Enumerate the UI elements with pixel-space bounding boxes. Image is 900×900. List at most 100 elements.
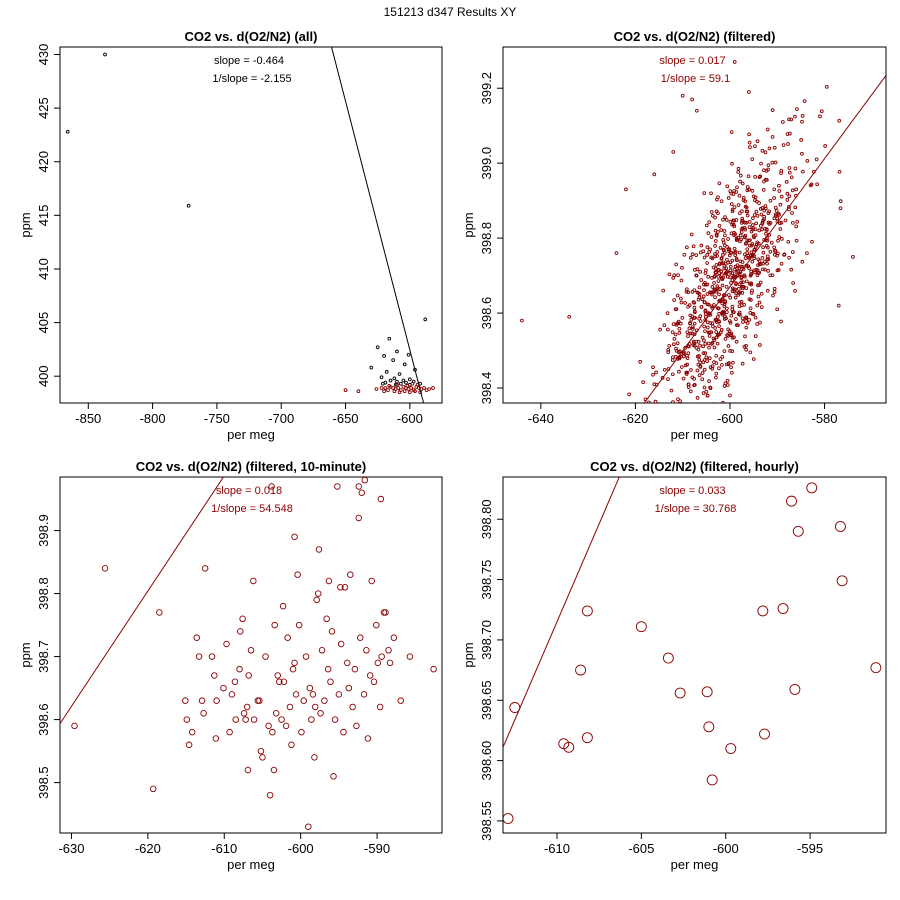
data-point-filtered	[732, 289, 737, 294]
data-point-unfiltered	[387, 336, 392, 341]
data-point-filtered	[753, 144, 757, 149]
data-point-10-minute	[340, 728, 347, 736]
data-point-10-minute	[345, 684, 353, 692]
data-point-filtered	[801, 169, 805, 174]
data-point-filtered	[685, 419, 688, 422]
plot-area	[60, 477, 437, 830]
data-point-filtered	[740, 361, 745, 366]
data-point-filtered	[740, 291, 745, 295]
data-point-10-minute	[188, 728, 196, 736]
data-point-filtered	[734, 339, 739, 344]
data-point-filtered	[749, 272, 754, 276]
data-point-filtered	[383, 386, 388, 390]
data-point-filtered	[755, 213, 760, 218]
data-point-filtered	[729, 202, 734, 206]
data-point-filtered	[713, 244, 717, 248]
data-point-filtered	[695, 290, 700, 295]
data-point-filtered	[709, 210, 714, 214]
data-point-hourly	[757, 605, 769, 617]
figure-suptitle: 151213 d347 Results XY	[384, 5, 517, 19]
data-point-filtered	[673, 354, 678, 359]
data-point-filtered	[710, 213, 715, 218]
data-point-filtered	[837, 169, 842, 174]
data-point-filtered	[685, 356, 690, 360]
data-point-filtered	[737, 304, 742, 309]
data-point-filtered	[392, 389, 397, 394]
data-point-filtered	[744, 279, 749, 284]
data-point-filtered	[696, 297, 701, 302]
data-point-filtered	[662, 323, 667, 328]
data-point-filtered	[750, 311, 755, 316]
data-point-filtered	[661, 288, 666, 293]
x-tick-label: -620	[135, 841, 161, 856]
y-tick-label: 398.9	[36, 514, 51, 547]
data-point-filtered	[712, 281, 716, 285]
data-point-filtered	[741, 280, 745, 285]
data-point-10-minute	[182, 697, 189, 704]
data-point-filtered	[704, 389, 709, 394]
data-point-filtered	[728, 319, 732, 323]
data-point-10-minute	[270, 766, 278, 774]
data-point-filtered	[703, 271, 708, 275]
data-point-filtered	[379, 386, 384, 390]
data-point-unfiltered	[398, 381, 403, 386]
data-point-filtered	[744, 347, 749, 352]
data-point-filtered	[736, 166, 741, 171]
panel-co2-vs-o2n2-filtered: CO2 vs. d(O2/N2) (filtered) -640 -620 -600 -…	[461, 29, 887, 442]
data-point-filtered	[749, 250, 754, 255]
data-point-10-minute	[269, 728, 276, 736]
data-point-filtered	[838, 199, 843, 203]
data-point-filtered	[714, 354, 719, 358]
data-point-filtered	[793, 114, 797, 119]
data-point-filtered	[749, 243, 754, 248]
data-point-filtered	[746, 174, 751, 179]
data-point-filtered	[757, 283, 762, 287]
data-point-filtered	[728, 320, 733, 325]
data-point-filtered	[731, 360, 735, 365]
data-point-filtered	[710, 321, 715, 326]
data-point-filtered	[669, 388, 674, 393]
data-point-filtered	[744, 315, 748, 320]
data-point-filtered	[743, 233, 748, 238]
data-point-filtered	[783, 218, 788, 223]
data-point-filtered	[708, 385, 712, 390]
data-point-filtered	[410, 381, 415, 386]
data-point-filtered	[712, 402, 716, 403]
data-point-filtered	[422, 386, 426, 390]
data-point-unfiltered	[423, 317, 428, 322]
data-point-filtered	[567, 314, 572, 319]
data-point-filtered	[741, 320, 745, 324]
data-point-hourly	[759, 728, 770, 740]
data-point-filtered	[739, 209, 744, 214]
data-point-10-minute	[308, 716, 315, 723]
data-point-filtered	[728, 349, 732, 353]
data-point-filtered	[713, 408, 716, 411]
data-point-filtered	[720, 354, 725, 359]
data-point-10-minute	[259, 754, 266, 761]
data-point-filtered	[675, 321, 680, 326]
x-axis-label: per meg	[227, 857, 275, 872]
data-point-filtered	[736, 292, 741, 297]
chart-title: CO2 vs. d(O2/N2) (all)	[185, 29, 318, 44]
data-point-filtered	[627, 392, 632, 397]
data-point-filtered	[772, 187, 777, 192]
data-point-filtered	[666, 416, 669, 419]
data-point-filtered	[775, 268, 780, 273]
data-point-filtered	[665, 311, 670, 315]
data-point-filtered	[741, 284, 746, 289]
data-point-filtered	[707, 379, 711, 383]
data-point-filtered	[731, 310, 736, 315]
data-point-filtered	[719, 228, 724, 232]
data-point-10-minute	[245, 672, 252, 679]
data-point-filtered	[761, 245, 765, 250]
x-tick-label: -600	[713, 841, 739, 856]
data-point-filtered	[711, 265, 716, 270]
data-point-filtered	[749, 282, 753, 287]
data-point-filtered	[795, 107, 799, 111]
data-point-filtered	[690, 327, 695, 331]
data-point-filtered	[728, 264, 733, 269]
data-point-filtered	[674, 307, 679, 311]
data-point-filtered	[838, 206, 843, 211]
data-point-filtered	[768, 220, 773, 225]
data-point-10-minute	[291, 659, 298, 667]
